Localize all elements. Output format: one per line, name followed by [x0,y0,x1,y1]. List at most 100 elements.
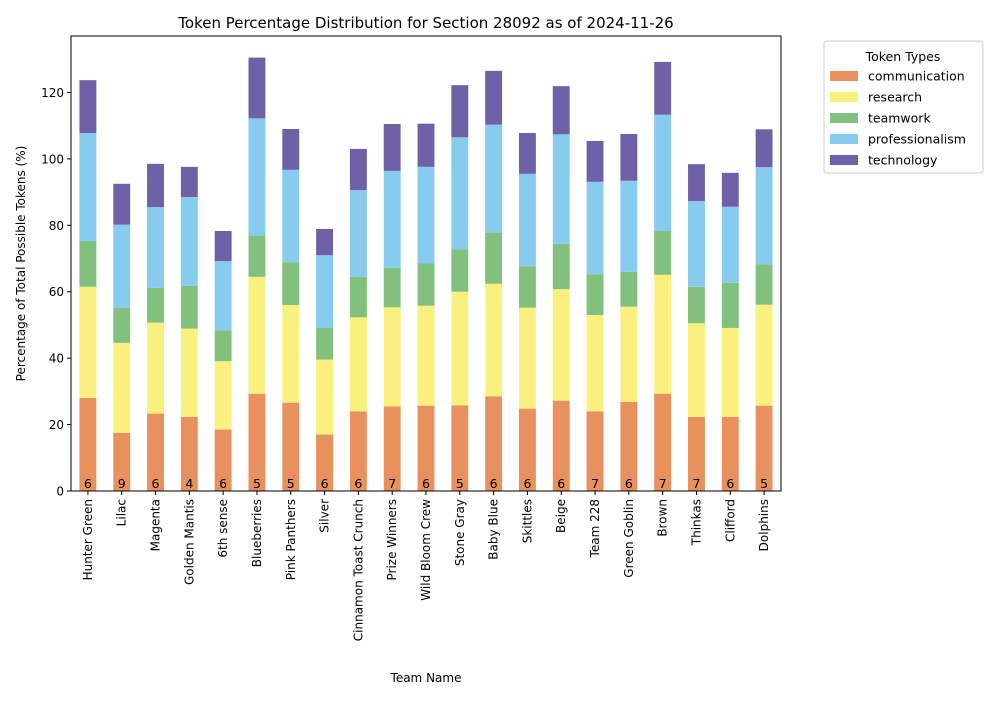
y-tick-label-0: 0 [56,485,64,499]
bar-segment-research-cinnamon-toast-crunch [349,317,367,412]
bar-segment-technology-6th-sense [214,230,232,262]
bar-segment-research-magenta [147,322,164,414]
bar-labels-layer: 6 9 6 4 6 5 5 6 6 7 6 5 6 6 6 7 6 7 7 6 5 [84,476,768,491]
bar-segment-communication-lilac [113,432,131,491]
bar-count-label-clifford: 6 [726,476,734,491]
legend-swatch-technology [830,155,858,165]
bar-segment-professionalism-skittles [518,173,536,267]
bar-segment-professionalism-6th-sense [214,261,232,331]
bar-segment-teamwork-pink-panthers [282,262,300,306]
bar-segment-communication-6th-sense [214,429,232,491]
bar-count-label-cinnamon-toast-crunch: 6 [354,476,362,491]
bar-segment-communication-prize-winners [383,406,401,491]
bar-segment-communication-green-goblin [620,401,638,491]
bar-segment-teamwork-dolphins [755,264,773,305]
x-tick-label-lilac: Lilac [115,499,129,526]
bar-segment-research-lilac [113,342,131,433]
bar-segment-teamwork-green-goblin [620,271,638,307]
y-tick-label-20: 20 [49,418,64,432]
bar-segment-communication-stone-gray [451,405,469,491]
bar-segment-professionalism-stone-gray [451,137,469,250]
bar-segment-technology-team-228 [586,140,604,182]
bar-segment-research-dolphins [755,304,773,406]
chart-title: Token Percentage Distribution for Sectio… [177,14,673,32]
legend-title: Token Types [865,49,941,64]
bar-segment-teamwork-golden-mantis [180,285,198,329]
bar-count-label-lilac: 9 [118,476,126,491]
bar-segment-research-thinkas [688,323,705,417]
bar-segment-research-stone-gray [451,291,469,406]
bar-segment-communication-skittles [518,408,536,491]
bar-segment-professionalism-pink-panthers [282,169,300,263]
bar-segment-professionalism-prize-winners [383,170,401,268]
bar-segment-communication-thinkas [688,416,705,491]
bar-segment-technology-skittles [518,132,536,174]
bar-segment-research-prize-winners [383,307,401,407]
bar-segment-technology-prize-winners [383,124,401,171]
bar-segment-teamwork-blueberries [248,235,266,277]
bar-segment-technology-green-goblin [620,133,638,181]
legend-swatch-research [830,92,858,102]
bar-segment-technology-magenta [147,163,164,208]
bar-segment-professionalism-magenta [147,207,164,288]
legend-label-technology: technology [868,153,938,168]
bar-segment-professionalism-beige [552,134,570,244]
x-tick-label-silver: Silver [318,499,332,533]
bar-segment-teamwork-prize-winners [383,267,401,308]
bar-segment-teamwork-team-228 [586,274,604,315]
bar-segment-technology-baby-blue [485,70,503,125]
x-tick-label-thinkas: Thinkas [689,499,703,546]
x-tick-label-clifford: Clifford [723,499,737,542]
y-axis-label: Percentage of Total Possible Tokens (%) [14,146,28,382]
bar-segment-professionalism-baby-blue [485,124,503,233]
bar-segment-technology-brown [654,61,672,115]
bar-segment-research-skittles [518,307,536,409]
bar-segment-teamwork-cinnamon-toast-crunch [349,276,367,318]
bar-segment-professionalism-hunter-green [79,132,97,241]
bar-segment-communication-cinnamon-toast-crunch [349,411,367,491]
x-tick-label-wild-bloom-crew: Wild Bloom Crew [419,499,433,601]
x-tick-label-cinnamon-toast-crunch: Cinnamon Toast Crunch [351,499,365,641]
bar-segment-teamwork-baby-blue [485,232,503,284]
bar-segment-technology-lilac [113,183,131,225]
legend-swatch-communication [830,71,858,81]
x-tick-label-baby-blue: Baby Blue [487,499,501,560]
bar-segment-communication-baby-blue [485,396,503,491]
bar-segment-communication-blueberries [248,393,266,491]
bar-segment-communication-pink-panthers [282,402,300,491]
legend: Token Types communication research teamwor… [823,40,984,174]
bar-count-label-silver: 6 [321,476,329,491]
bar-segment-teamwork-brown [654,230,672,275]
bar-segment-research-silver [316,359,334,435]
x-tick-label-hunter-green: Hunter Green [81,499,95,580]
bar-segment-teamwork-silver [316,327,334,360]
bar-segment-professionalism-team-228 [586,181,604,275]
bar-segment-research-clifford [721,327,739,417]
bar-segment-communication-wild-bloom-crew [417,405,435,491]
legend-label-research: research [868,90,922,105]
x-tick-label-team-228: Team 228 [588,499,602,558]
bar-segment-research-wild-bloom-crew [417,305,435,406]
bar-count-label-baby-blue: 6 [490,476,498,491]
bar-segment-communication-silver [316,434,334,491]
bar-segment-teamwork-thinkas [688,286,705,324]
bar-segment-professionalism-clifford [721,206,739,283]
legend-items: communication research teamwork professiona… [830,69,966,168]
x-tick-label-beige: Beige [554,499,568,533]
y-tick-label-120: 120 [41,86,64,100]
legend-label-communication: communication [868,69,965,84]
y-tick-label-40: 40 [49,352,64,366]
x-tick-label-stone-gray: Stone Gray [453,499,467,566]
bar-segment-teamwork-wild-bloom-crew [417,263,435,306]
bar-segment-technology-wild-bloom-crew [417,123,435,167]
bar-count-label-team-228: 7 [591,476,599,491]
bar-segment-research-hunter-green [79,286,97,399]
bar-segment-professionalism-golden-mantis [180,197,198,286]
bar-segment-research-green-goblin [620,306,638,402]
bar-segment-technology-pink-panthers [282,128,300,170]
bar-segment-technology-stone-gray [451,85,469,138]
bar-count-label-dolphins: 5 [760,476,768,491]
bar-segment-professionalism-brown [654,114,672,231]
bar-segment-research-team-228 [586,314,604,412]
